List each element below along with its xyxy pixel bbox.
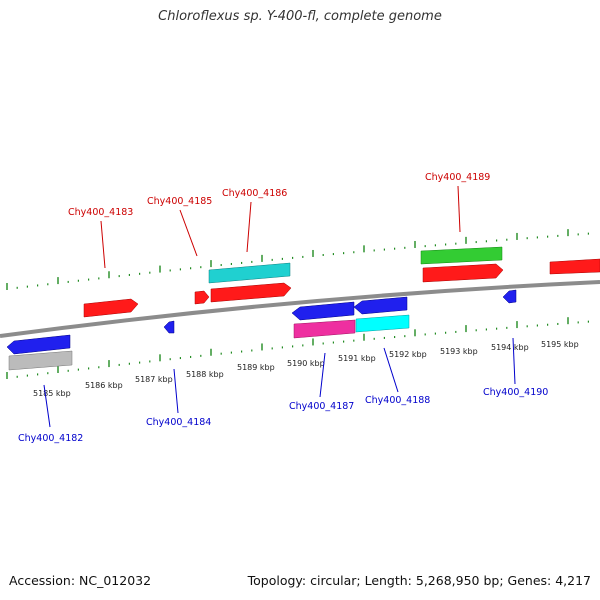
scale-label: 5195 kbp (541, 340, 579, 349)
connector-4187 (319, 352, 326, 398)
connector-4185 (179, 209, 198, 257)
scale-label: 5191 kbp (338, 354, 376, 363)
scale-label: 5194 kbp (491, 343, 529, 352)
scale-label: 5190 kbp (287, 359, 325, 368)
gene-label-4188[interactable]: Chy400_4188 (365, 395, 430, 406)
gene-chy400-4186[interactable] (210, 282, 292, 303)
label-connectors (43, 185, 516, 428)
gene-chy400-4183[interactable] (83, 298, 139, 318)
gene-chy400-4185[interactable] (194, 290, 210, 305)
genome-summary-text: Topology: circular; Length: 5,268,950 bp… (247, 573, 591, 588)
reverse-genes (6, 289, 517, 371)
scale-label: 5188 kbp (186, 370, 224, 379)
scale-label: 5192 kbp (389, 350, 427, 359)
gene-label-4183[interactable]: Chy400_4183 (68, 207, 133, 218)
connector-4190 (512, 337, 516, 385)
gene-label-4184[interactable]: Chy400_4184 (146, 417, 211, 428)
gene-chy400-4189-green[interactable] (420, 246, 503, 265)
connector-4182 (43, 384, 51, 428)
gene-label-4187[interactable]: Chy400_4187 (289, 401, 354, 412)
lower-tick-row (6, 317, 590, 379)
forward-genes (83, 246, 600, 318)
map-title: Chloroflexus sp. Y-400-fl, complete geno… (158, 9, 442, 24)
gene-chy400-4188[interactable] (353, 296, 408, 315)
upper-tick-row (6, 229, 590, 290)
gene-chy400-4186-cyan[interactable] (208, 262, 291, 284)
gene-chy400-4189[interactable] (422, 263, 504, 283)
accession-text: Accession: NC_012032 (9, 573, 152, 588)
gene-label-4190[interactable]: Chy400_4190 (483, 387, 548, 398)
gene-chy400-4187[interactable] (291, 301, 355, 321)
scale-label: 5185 kbp (33, 389, 71, 398)
connector-4189 (457, 185, 461, 233)
scale-label: 5186 kbp (85, 381, 123, 390)
connector-4183 (100, 220, 106, 269)
gene-label-4189[interactable]: Chy400_4189 (425, 172, 490, 183)
gene-chy400-4182[interactable] (6, 334, 71, 355)
connector-4184 (173, 368, 179, 414)
gene-label-4186[interactable]: Chy400_4186 (222, 188, 287, 199)
gene-chy400-4187-magenta[interactable] (293, 319, 356, 339)
scale-label: 5187 kbp (135, 375, 173, 384)
scale-labels: 5185 kbp 5186 kbp 5187 kbp 5188 kbp 5189… (33, 340, 579, 398)
gene-label-4182[interactable]: Chy400_4182 (18, 433, 83, 444)
gene-right-edge[interactable] (549, 258, 600, 275)
connector-4186 (246, 201, 252, 253)
scale-label: 5193 kbp (440, 347, 478, 356)
gene-chy400-4184[interactable] (163, 320, 175, 334)
gene-chy400-4190[interactable] (502, 289, 517, 304)
gene-labels: Chy400_4183 Chy400_4185 Chy400_4186 Chy4… (18, 172, 548, 444)
scale-label: 5189 kbp (237, 363, 275, 372)
gene-chy400-4182-gray[interactable] (8, 350, 73, 371)
connector-4188 (383, 347, 399, 393)
genome-backbone (0, 280, 600, 338)
gene-label-4185[interactable]: Chy400_4185 (147, 196, 212, 207)
gene-chy400-4188-cyan[interactable] (355, 314, 410, 333)
